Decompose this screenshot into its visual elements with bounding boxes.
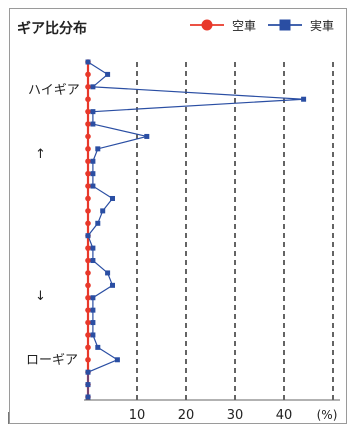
legend-marker	[279, 19, 291, 31]
series-line	[87, 61, 304, 397]
data-point	[85, 394, 91, 400]
data-point	[85, 84, 91, 90]
data-point	[90, 158, 96, 164]
grid-lines	[136, 62, 334, 400]
legend-label: 空車	[232, 19, 256, 33]
data-point	[90, 84, 96, 90]
data-point	[110, 282, 115, 288]
data-point	[90, 109, 96, 115]
data-point	[144, 133, 150, 139]
series-loaded	[85, 59, 307, 400]
data-point	[85, 158, 91, 165]
data-point	[85, 356, 91, 363]
data-point	[85, 133, 91, 140]
x-tick-label: 40	[276, 408, 293, 423]
data-point	[90, 171, 96, 177]
y-annotation: ↓	[35, 289, 46, 304]
chart-title: ギア比分布	[17, 21, 87, 37]
data-point	[95, 146, 101, 152]
series-empty	[85, 59, 91, 400]
data-point	[85, 121, 91, 127]
data-point	[90, 258, 96, 264]
panel-edge	[8, 412, 9, 424]
data-point	[85, 170, 91, 177]
data-point	[85, 220, 91, 227]
legend: 空車 実車	[190, 18, 334, 33]
data-point	[85, 183, 91, 189]
data-point	[85, 369, 91, 375]
data-point	[95, 344, 101, 350]
data-point	[85, 282, 91, 289]
data-point	[95, 220, 101, 226]
data-point	[90, 121, 96, 127]
data-point	[85, 71, 91, 78]
data-point	[85, 257, 91, 264]
data-point	[301, 96, 307, 102]
y-annotations: ハイギア ↑ ↓ ローギア	[26, 83, 80, 368]
data-point	[90, 307, 96, 313]
data-point	[85, 59, 91, 65]
legend-item: 実車	[268, 18, 334, 33]
data-point	[85, 208, 91, 214]
legend-marker	[201, 19, 213, 31]
data-point	[90, 183, 96, 189]
data-point	[85, 96, 91, 103]
data-point	[85, 195, 91, 202]
data-point	[85, 319, 91, 326]
data-point	[105, 71, 111, 77]
data-point	[90, 320, 96, 326]
data-point	[114, 357, 120, 363]
y-annotation: ハイギア	[28, 83, 80, 98]
data-point	[85, 294, 91, 301]
data-point	[85, 332, 91, 338]
x-tick-label: 30	[227, 408, 244, 423]
legend-label: 実車	[310, 18, 334, 33]
data-point	[90, 295, 96, 301]
y-annotation: ↑	[35, 147, 46, 162]
data-point	[85, 245, 91, 251]
chart-panel	[9, 8, 347, 424]
x-unit-label: (%)	[317, 408, 338, 422]
y-annotation: ローギア	[26, 353, 78, 368]
data-point	[90, 245, 96, 251]
legend-item: 空車	[190, 19, 256, 33]
data-point	[85, 270, 91, 276]
data-point	[105, 270, 111, 276]
data-point	[85, 146, 91, 152]
data-point	[85, 307, 91, 313]
data-point	[85, 344, 91, 351]
data-point	[85, 382, 91, 388]
data-point	[90, 332, 96, 338]
x-tick-labels: 10 20 30 40 (%)	[129, 408, 338, 423]
data-point	[85, 108, 91, 115]
x-tick-label: 20	[178, 408, 195, 423]
data-point	[85, 233, 91, 239]
x-tick-label: 10	[129, 408, 146, 423]
data-point	[100, 208, 106, 214]
series-group	[85, 59, 307, 400]
data-point	[110, 195, 115, 201]
